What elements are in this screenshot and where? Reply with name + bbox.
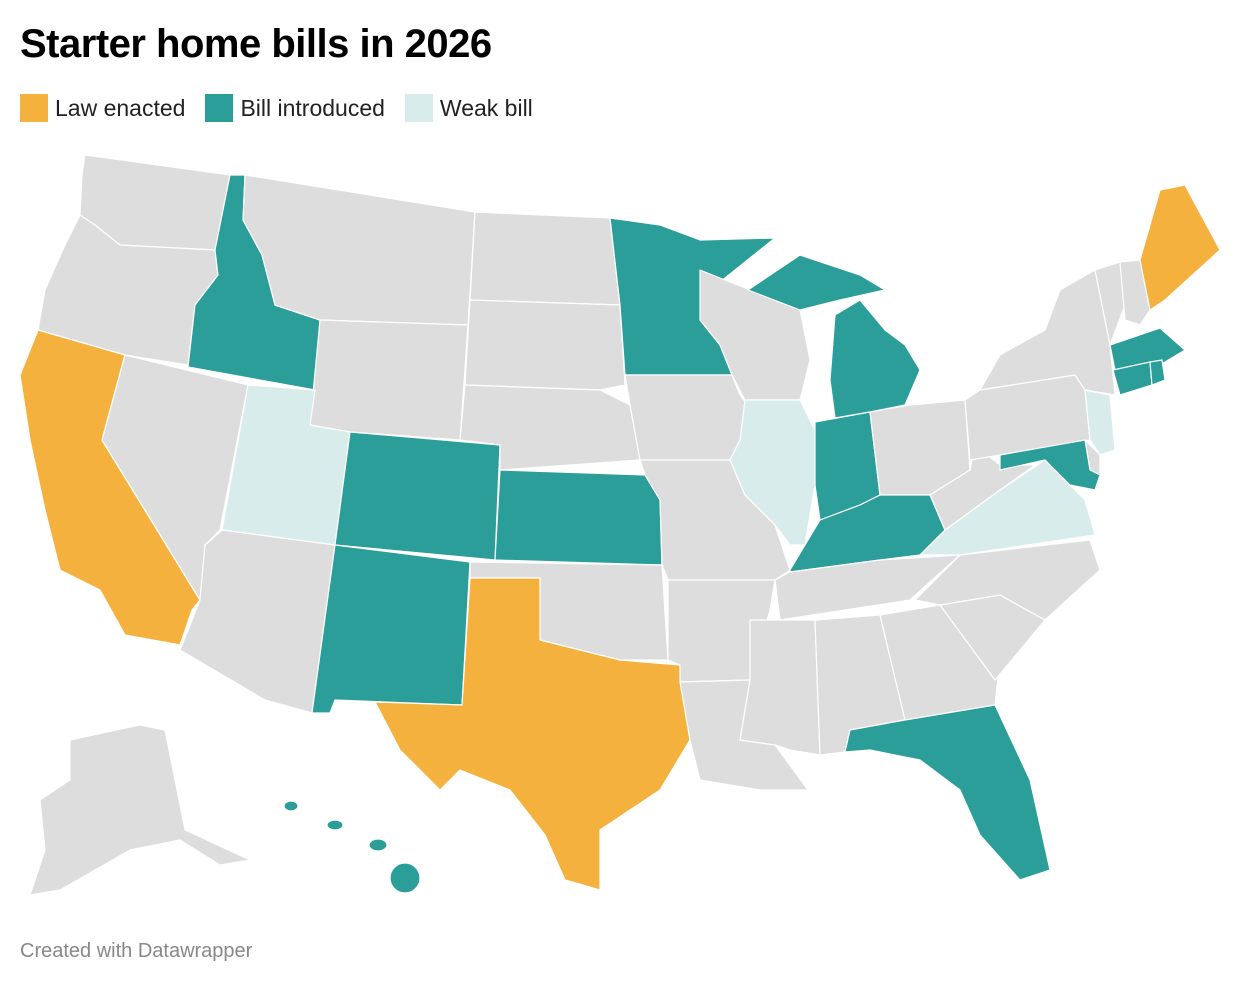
state-ms[interactable] — [739, 619, 821, 756]
state-nm[interactable] — [311, 544, 471, 714]
state-hi[interactable] — [326, 819, 344, 831]
state-il[interactable] — [729, 399, 816, 546]
state-mi-up[interactable] — [747, 254, 886, 311]
state-hi[interactable] — [283, 800, 299, 812]
state-me[interactable] — [1139, 184, 1221, 311]
state-ri[interactable] — [1149, 359, 1166, 386]
state-hi[interactable] — [368, 838, 388, 852]
state-ne[interactable] — [459, 384, 641, 471]
state-ny[interactable] — [979, 269, 1116, 396]
state-nc[interactable] — [914, 539, 1101, 621]
state-nh[interactable] — [1119, 259, 1151, 326]
legend-label: Bill introduced — [240, 94, 385, 121]
state-ak[interactable] — [29, 724, 251, 896]
legend-swatch — [404, 94, 433, 122]
state-ma[interactable] — [1109, 327, 1186, 371]
state-co[interactable] — [334, 431, 501, 561]
state-mt[interactable] — [242, 174, 476, 326]
legend-item-law-enacted: Law enacted — [20, 94, 185, 122]
legend-label: Weak bill — [439, 94, 533, 121]
legend-item-bill-introduced: Bill introduced — [205, 94, 385, 122]
legend-swatch — [205, 94, 234, 122]
state-mi[interactable] — [829, 299, 921, 419]
chart-title: Starter home bills in 2026 — [20, 22, 492, 66]
legend-label: Law enacted — [55, 94, 186, 121]
legend: Law enacted Bill introduced Weak bill — [20, 94, 533, 122]
legend-item-weak-bill: Weak bill — [404, 94, 533, 122]
state-sd[interactable] — [464, 299, 626, 391]
state-ia[interactable] — [624, 374, 756, 461]
state-hi[interactable] — [389, 862, 421, 894]
state-tx[interactable] — [374, 577, 691, 891]
state-md[interactable] — [999, 439, 1101, 491]
state-nd[interactable] — [469, 211, 621, 306]
state-ks[interactable] — [494, 469, 663, 566]
state-nj[interactable] — [1084, 389, 1116, 456]
credit-footer: Created with Datawrapper — [20, 940, 253, 962]
state-fl[interactable] — [844, 704, 1051, 881]
state-wy[interactable] — [309, 319, 469, 441]
legend-swatch — [20, 94, 48, 122]
